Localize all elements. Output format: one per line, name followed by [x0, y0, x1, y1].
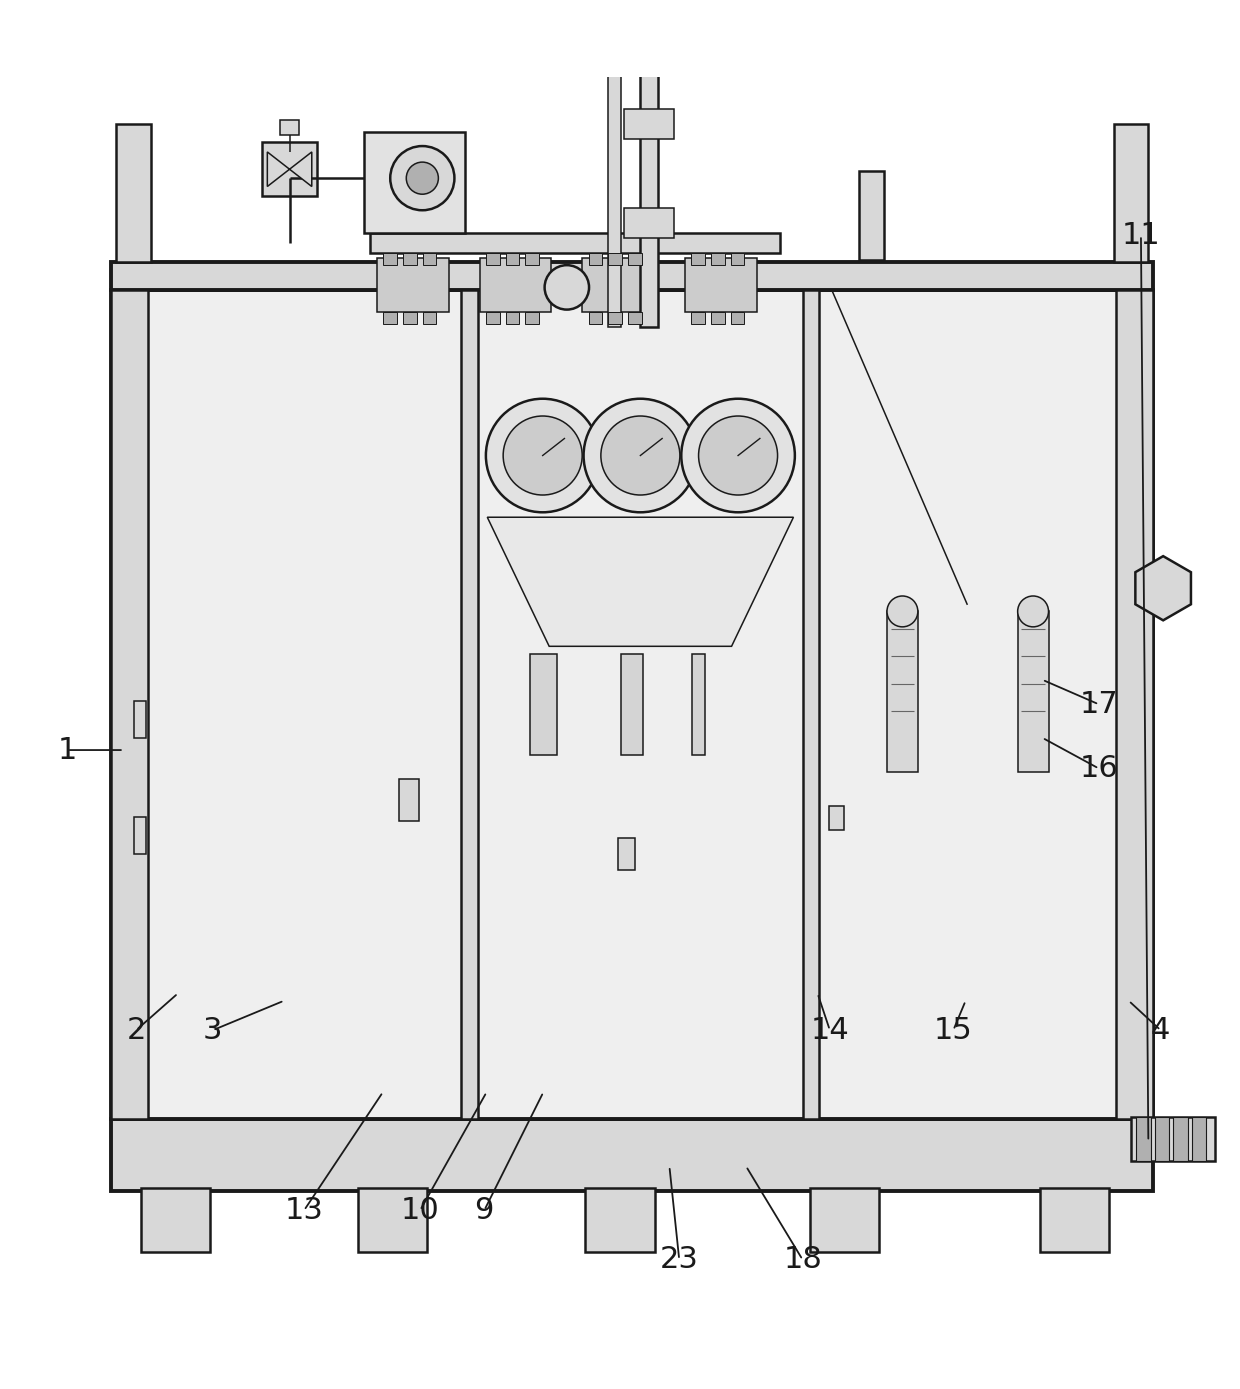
Text: 13: 13 [284, 1196, 324, 1225]
Bar [383, 311, 397, 324]
Bar [370, 233, 780, 253]
Text: 9: 9 [475, 1196, 494, 1225]
Bar [383, 253, 397, 265]
Bar [461, 289, 477, 1120]
Bar [692, 654, 704, 756]
Bar [684, 257, 756, 311]
Bar [730, 253, 744, 265]
Circle shape [503, 417, 582, 494]
Bar [403, 311, 417, 324]
Bar [583, 257, 653, 311]
Bar [810, 1188, 879, 1253]
Bar [1131, 1117, 1215, 1161]
Bar [1039, 1188, 1109, 1253]
Bar [1154, 1117, 1169, 1161]
Bar [691, 311, 704, 324]
Bar [624, 110, 675, 139]
Bar [529, 654, 557, 756]
Bar [589, 253, 603, 265]
Bar [711, 311, 724, 324]
Bar [506, 253, 520, 265]
Bar [112, 289, 1153, 1120]
Bar [423, 253, 436, 265]
Bar [585, 1188, 655, 1253]
Bar [804, 289, 820, 1120]
Bar [624, 11, 675, 40]
Bar [640, 0, 658, 326]
Bar [859, 171, 884, 260]
Polygon shape [487, 517, 794, 646]
Bar [730, 311, 744, 324]
Bar [609, 311, 622, 324]
Bar [399, 779, 419, 821]
Bar [1018, 611, 1049, 772]
Bar [526, 253, 539, 265]
Bar [1173, 1117, 1188, 1161]
Bar [624, 208, 675, 238]
Bar [609, 1, 621, 326]
Circle shape [584, 399, 697, 513]
Text: 1: 1 [57, 736, 77, 764]
Bar [589, 311, 603, 324]
Bar [134, 700, 146, 738]
Bar [486, 311, 500, 324]
Bar [112, 1120, 1153, 1190]
Circle shape [601, 417, 680, 494]
Bar [1114, 124, 1148, 263]
Bar [609, 253, 622, 265]
Text: 4: 4 [1151, 1015, 1171, 1045]
Circle shape [486, 399, 599, 513]
Bar [1136, 1117, 1151, 1161]
Bar [711, 253, 724, 265]
Bar [363, 132, 465, 233]
Bar [263, 142, 316, 196]
Bar [526, 311, 539, 324]
Circle shape [887, 596, 918, 626]
Text: 14: 14 [811, 1015, 849, 1045]
Bar [280, 119, 299, 135]
Text: 10: 10 [401, 1196, 439, 1225]
Text: 16: 16 [1080, 754, 1118, 783]
Bar [1116, 289, 1153, 1120]
Text: 17: 17 [1080, 690, 1118, 720]
Bar [134, 817, 146, 854]
Circle shape [544, 265, 589, 310]
Text: 18: 18 [784, 1246, 822, 1274]
Bar [112, 289, 149, 1120]
Bar [358, 1188, 428, 1253]
Bar [887, 611, 918, 772]
Bar [621, 654, 644, 756]
Circle shape [1018, 596, 1049, 626]
Bar [1192, 1117, 1207, 1161]
Bar [506, 311, 520, 324]
Bar [423, 311, 436, 324]
Bar [830, 806, 844, 831]
Circle shape [407, 163, 439, 194]
Polygon shape [268, 151, 311, 186]
Circle shape [698, 417, 777, 494]
Bar [403, 253, 417, 265]
Bar [691, 253, 704, 265]
Bar [117, 124, 151, 263]
Bar [480, 257, 552, 311]
Circle shape [391, 146, 454, 210]
Bar [618, 838, 635, 871]
Bar [486, 253, 500, 265]
Circle shape [681, 399, 795, 513]
Text: 11: 11 [1121, 221, 1161, 250]
Text: 23: 23 [660, 1246, 698, 1274]
Bar [377, 257, 449, 311]
Polygon shape [1136, 556, 1190, 621]
Text: 2: 2 [126, 1015, 146, 1045]
Text: 3: 3 [203, 1015, 222, 1045]
Text: 15: 15 [934, 1015, 972, 1045]
Bar [141, 1188, 210, 1253]
Bar [629, 311, 642, 324]
Bar [112, 263, 1153, 289]
Bar [629, 253, 642, 265]
